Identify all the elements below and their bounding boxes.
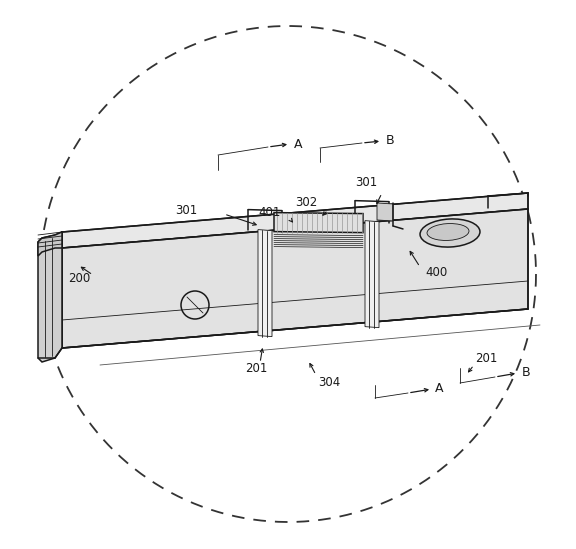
Text: 201: 201 — [475, 351, 497, 365]
Text: A: A — [294, 137, 302, 150]
Polygon shape — [258, 229, 272, 337]
Text: B: B — [386, 135, 395, 148]
Text: 301: 301 — [175, 204, 197, 216]
Polygon shape — [365, 221, 379, 328]
Text: B: B — [522, 367, 530, 379]
Ellipse shape — [427, 223, 469, 240]
Text: 302: 302 — [295, 195, 317, 209]
Ellipse shape — [420, 219, 480, 247]
Polygon shape — [377, 203, 393, 221]
Polygon shape — [274, 212, 363, 233]
Polygon shape — [62, 193, 528, 248]
Text: 301: 301 — [355, 176, 377, 189]
Text: 400: 400 — [425, 266, 447, 278]
Polygon shape — [38, 232, 62, 256]
Text: 401: 401 — [258, 206, 281, 220]
Polygon shape — [62, 209, 528, 348]
Text: 200: 200 — [68, 272, 90, 284]
Text: 304: 304 — [318, 376, 340, 389]
Text: A: A — [435, 383, 444, 395]
Text: 201: 201 — [245, 361, 267, 374]
Polygon shape — [38, 232, 62, 362]
